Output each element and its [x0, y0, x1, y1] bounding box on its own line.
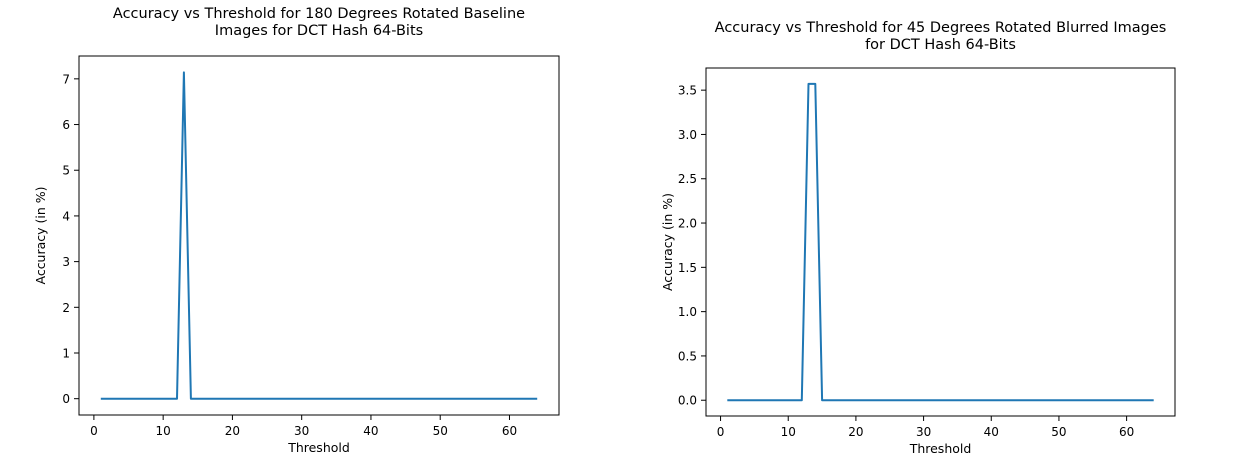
chart-left: Accuracy vs Threshold for 180 Degrees Ro… — [33, 6, 560, 455]
series-line — [727, 82, 1154, 402]
x-axis-label: Threshold — [287, 440, 350, 455]
x-axis-label: Threshold — [909, 441, 972, 456]
y-tick-label: 5 — [62, 164, 70, 178]
y-tick-label: 1 — [62, 346, 70, 360]
x-tick-label: 40 — [363, 424, 378, 438]
y-tick-label: 1.5 — [678, 261, 697, 275]
plot-frame — [705, 67, 1176, 417]
x-tick-label: 40 — [984, 425, 999, 439]
x-tick-label: 50 — [1051, 425, 1066, 439]
chart-right: Accuracy vs Threshold for 45 Degrees Rot… — [660, 20, 1176, 456]
y-tick-label: 7 — [62, 72, 70, 86]
y-tick-label: 0.5 — [678, 349, 697, 363]
x-tick-label: 20 — [848, 425, 863, 439]
y-tick-label: 3.5 — [678, 84, 697, 98]
y-tick-label: 3.0 — [678, 128, 697, 142]
x-tick-label: 30 — [916, 425, 931, 439]
series-line — [100, 71, 538, 400]
y-tick-label: 2 — [62, 301, 70, 315]
y-axis-label: Accuracy (in %) — [660, 193, 675, 291]
x-tick-label: 10 — [156, 424, 171, 438]
y-tick-label: 2.5 — [678, 172, 697, 186]
chart-title-line: Images for DCT Hash 64-Bits — [215, 23, 423, 39]
y-tick-label: 3 — [62, 255, 70, 269]
x-tick-label: 30 — [294, 424, 309, 438]
x-tick-label: 0 — [90, 424, 98, 438]
y-tick-label: 2.0 — [678, 217, 697, 231]
y-tick-label: 0.0 — [678, 394, 697, 408]
x-tick-label: 20 — [225, 424, 240, 438]
y-tick-label: 0 — [62, 392, 70, 406]
x-tick-label: 50 — [433, 424, 448, 438]
x-tick-label: 0 — [717, 425, 725, 439]
x-tick-label: 10 — [781, 425, 796, 439]
x-tick-label: 60 — [1119, 425, 1134, 439]
y-tick-label: 6 — [62, 118, 70, 132]
chart-title-line: for DCT Hash 64-Bits — [865, 37, 1016, 53]
chart-title-line: Accuracy vs Threshold for 180 Degrees Ro… — [113, 6, 525, 22]
y-tick-label: 1.0 — [678, 305, 697, 319]
y-axis-label: Accuracy (in %) — [33, 186, 48, 284]
y-tick-label: 4 — [62, 209, 70, 223]
chart-title-line: Accuracy vs Threshold for 45 Degrees Rot… — [715, 20, 1167, 36]
x-tick-label: 60 — [502, 424, 517, 438]
plot-frame — [78, 55, 560, 416]
